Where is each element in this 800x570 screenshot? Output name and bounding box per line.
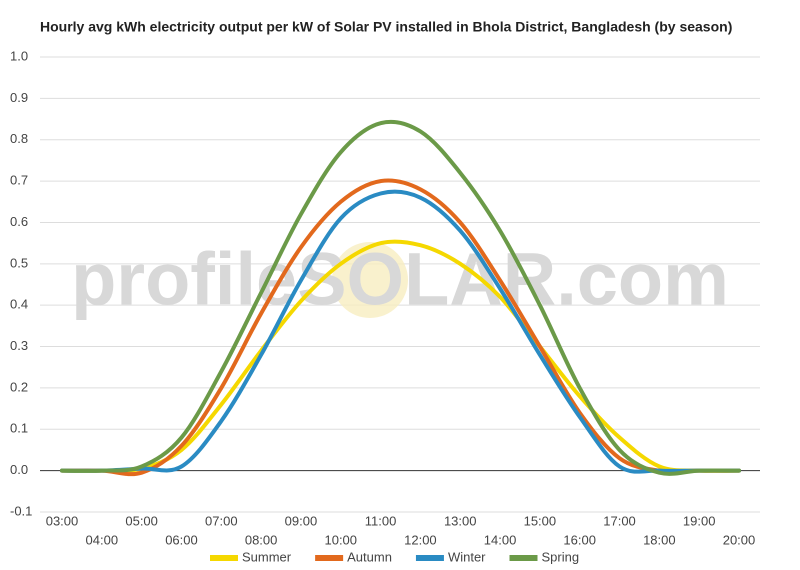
x-tick-label: 06:00 xyxy=(165,532,198,547)
x-tick-label: 18:00 xyxy=(643,532,676,547)
legend-swatch xyxy=(509,555,538,561)
x-tick-label: 09:00 xyxy=(285,513,318,528)
x-tick-label: 20:00 xyxy=(723,532,756,547)
y-tick-label: 0.5 xyxy=(10,255,28,270)
legend-swatch xyxy=(415,555,444,561)
legend-label: Spring xyxy=(542,549,580,564)
legend: Summer Autumn Winter Spring xyxy=(210,549,579,564)
x-tick-label: 15:00 xyxy=(524,513,557,528)
x-tick-label: 05:00 xyxy=(125,513,158,528)
x-tick-label: 14:00 xyxy=(484,532,517,547)
series-line xyxy=(60,119,741,476)
y-tick-label: 0.0 xyxy=(10,462,28,477)
x-tick-label: 08:00 xyxy=(245,532,278,547)
x-tick-label: 10:00 xyxy=(324,532,357,547)
y-tick-label: 0.3 xyxy=(10,338,28,353)
watermark-sun xyxy=(332,242,408,318)
x-tick-label: 12:00 xyxy=(404,532,437,547)
x-tick-label: 11:00 xyxy=(365,513,397,528)
y-tick-label: 0.7 xyxy=(10,173,28,188)
legend-swatch xyxy=(210,555,238,561)
x-tick-label: 03:00 xyxy=(46,513,79,528)
y-tick-label: 0.2 xyxy=(10,379,28,394)
y-tick-label: 0.1 xyxy=(10,421,28,436)
legend-label: Autumn xyxy=(347,549,392,564)
legend-swatch xyxy=(315,555,344,561)
watermark: profileSOLAR.com xyxy=(71,238,729,321)
y-tick-label: 0.9 xyxy=(10,90,28,105)
y-tick-label: 1.0 xyxy=(10,48,28,63)
x-tick-label: 07:00 xyxy=(205,513,238,528)
series-line xyxy=(60,239,741,473)
legend-label: Summer xyxy=(242,549,292,564)
x-tick-label: 16:00 xyxy=(563,532,596,547)
chart-title: Hourly avg kWh electricity output per kW… xyxy=(40,19,732,35)
x-tick-label: 17:00 xyxy=(603,513,636,528)
y-tick-label: -0.1 xyxy=(10,503,32,518)
y-tick-label: 0.8 xyxy=(10,131,28,146)
legend-label: Winter xyxy=(448,549,486,564)
watermark-group: profileSOLAR.com xyxy=(71,238,729,321)
series-line xyxy=(60,189,741,474)
x-tick-label: 19:00 xyxy=(683,513,716,528)
y-tick-label: 0.6 xyxy=(10,214,28,229)
x-tick-label: 13:00 xyxy=(444,513,477,528)
x-tick-label: 04:00 xyxy=(86,532,119,547)
series-line xyxy=(60,178,741,477)
y-tick-label: 0.4 xyxy=(10,297,28,312)
